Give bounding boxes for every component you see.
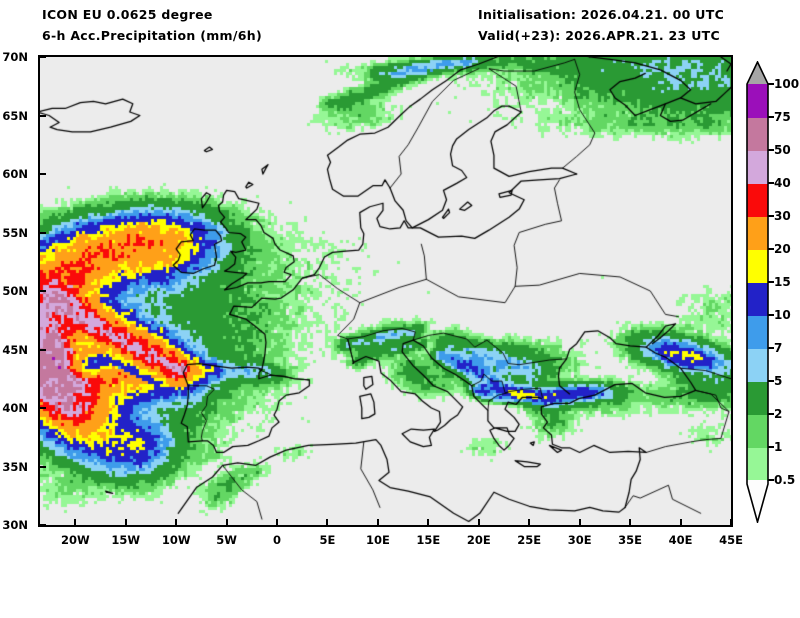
longitude-tick xyxy=(578,519,581,525)
colorbar-segment xyxy=(747,414,768,448)
longitude-tick xyxy=(427,519,430,525)
longitude-tick xyxy=(528,519,531,525)
latitude-tick-label: 50N xyxy=(2,284,28,298)
latitude-tick xyxy=(40,173,46,175)
colorbar-tick xyxy=(768,479,774,481)
latitude-tick-label: 55N xyxy=(2,225,28,240)
longitude-tick-label: 20W xyxy=(60,533,90,547)
colorbar-tick xyxy=(768,380,774,382)
colorbar-over-arrow xyxy=(747,62,767,84)
colorbar-segment xyxy=(747,249,768,283)
colorbar-tick-label: 0.5 xyxy=(774,473,796,487)
map-plot-area xyxy=(38,55,733,527)
longitude-tick-label: 25E xyxy=(517,533,542,547)
colorbar-tick xyxy=(768,83,774,85)
latitude-tick xyxy=(40,56,46,58)
longitude-tick-label: 5W xyxy=(216,533,237,547)
longitude-tick-label: 10E xyxy=(365,533,390,547)
latitude-tick-label: 60N xyxy=(2,167,28,181)
longitude-tick xyxy=(225,519,228,525)
longitude-tick-label: 20E xyxy=(466,533,491,547)
longitude-tick-label: 5E xyxy=(319,533,336,547)
colorbar-tick-label: 7 xyxy=(774,341,783,355)
longitude-tick xyxy=(477,519,480,525)
colorbar-tick xyxy=(768,116,774,118)
colorbar-segment xyxy=(747,381,768,415)
colorbar-tick-label: 75 xyxy=(774,110,791,124)
latitude-tick xyxy=(40,114,46,117)
latitude-tick xyxy=(40,465,46,468)
colorbar-tick-label: 1 xyxy=(774,440,783,454)
colorbar-segment xyxy=(747,216,768,250)
colorbar-tick-label: 40 xyxy=(774,176,791,190)
colorbar-tick-label: 50 xyxy=(774,143,791,157)
longitude-tick-label: 30E xyxy=(567,533,592,547)
longitude-tick xyxy=(629,519,632,525)
longitude-tick xyxy=(124,519,127,525)
colorbar-tick xyxy=(768,281,774,283)
latitude-tick-label: 30N xyxy=(2,518,28,532)
colorbar-tick xyxy=(768,413,774,415)
colorbar-tick-label: 20 xyxy=(774,242,791,256)
longitude-tick xyxy=(326,519,329,525)
field-title: 6-h Acc.Precipitation (mm/6h) xyxy=(42,28,262,43)
latitude-tick xyxy=(40,524,46,526)
longitude-tick xyxy=(679,519,682,525)
latitude-tick-label: 35N xyxy=(2,459,28,474)
colorbar-tick xyxy=(768,347,774,349)
colorbar-tick xyxy=(768,314,774,316)
initialisation-label: Initialisation: 2026.04.21. 00 UTC xyxy=(478,7,725,22)
colorbar-tick-label: 5 xyxy=(774,374,783,388)
colorbar-tick xyxy=(768,182,774,184)
colorbar-tick-label: 2 xyxy=(774,407,783,421)
colorbar-segment xyxy=(747,84,768,118)
colorbar-tick-label: 10 xyxy=(774,308,791,322)
latitude-tick xyxy=(40,407,46,409)
colorbar-tick xyxy=(768,248,774,250)
longitude-tick xyxy=(175,519,178,525)
colorbar-segment xyxy=(747,183,768,217)
longitude-tick-label: 15W xyxy=(111,533,141,547)
colorbar-segment xyxy=(747,117,768,151)
longitude-tick-label: 45E xyxy=(719,533,743,547)
longitude-tick xyxy=(730,519,732,525)
colorbar-under-arrow xyxy=(747,480,767,522)
colorbar-segment xyxy=(747,447,768,481)
latitude-tick-label: 45N xyxy=(2,342,28,357)
colorbar-segment xyxy=(747,282,768,316)
longitude-tick-label: 0 xyxy=(273,533,282,547)
colorbar-segment xyxy=(747,315,768,349)
latitude-tick-label: 40N xyxy=(2,401,28,415)
latitude-tick-label: 65N xyxy=(2,108,28,123)
colorbar-segment xyxy=(747,348,768,382)
colorbar-tick xyxy=(768,215,774,217)
latitude-tick xyxy=(40,290,46,292)
longitude-tick xyxy=(74,519,77,525)
longitude-tick-label: 40E xyxy=(668,533,693,547)
longitude-tick xyxy=(276,519,279,525)
model-title: ICON EU 0.0625 degree xyxy=(42,7,213,22)
longitude-tick xyxy=(376,519,379,525)
longitude-tick-label: 35E xyxy=(618,533,643,547)
latitude-tick xyxy=(40,231,46,234)
colorbar-tick-label: 30 xyxy=(774,209,791,223)
precipitation-map-canvas xyxy=(40,57,731,525)
latitude-tick xyxy=(40,348,46,351)
longitude-tick-label: 10W xyxy=(161,533,191,547)
colorbar-tick xyxy=(768,149,774,151)
colorbar-tick-label: 100 xyxy=(774,77,800,91)
colorbar-segment xyxy=(747,150,768,184)
colorbar xyxy=(747,84,768,481)
colorbar-tick-label: 15 xyxy=(774,275,791,289)
longitude-tick-label: 15E xyxy=(416,533,441,547)
colorbar-tick xyxy=(768,446,774,448)
valid-time-label: Valid(+23): 2026.APR.21. 23 UTC xyxy=(478,28,720,43)
latitude-tick-label: 70N xyxy=(2,50,28,64)
